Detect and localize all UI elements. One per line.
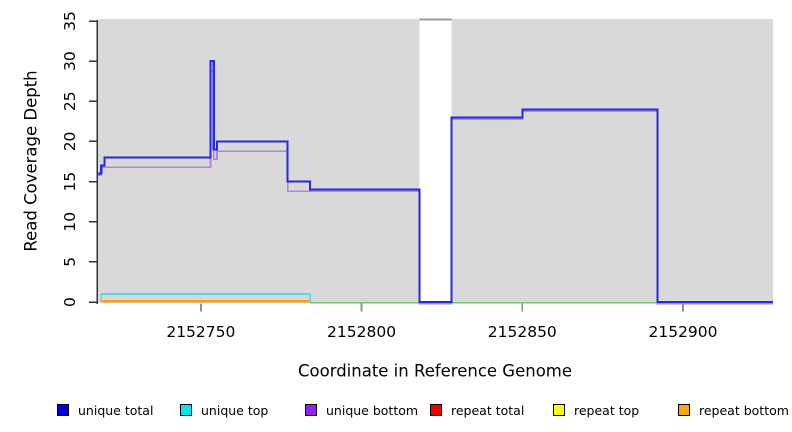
legend-swatch-icon	[678, 404, 690, 416]
legend-item-repeat-top: repeat top	[553, 398, 639, 422]
legend-label: repeat top	[574, 402, 640, 418]
y-tick-label: 10	[61, 212, 79, 232]
y-tick-label: 0	[61, 297, 79, 307]
y-tick-label: 25	[61, 91, 79, 111]
legend-label: repeat bottom	[699, 402, 789, 418]
legend-swatch-icon	[57, 404, 69, 416]
coverage-line-unique-top	[100, 293, 311, 302]
x-axis-title: Coordinate in Reference Genome	[298, 362, 572, 381]
legend-swatch-icon	[430, 404, 442, 416]
legend-label: unique total	[78, 402, 154, 418]
plot-legend: unique total unique top unique bottom repea…	[0, 398, 792, 422]
x-tick-label: 2152900	[648, 323, 717, 341]
y-tick-label: 15	[61, 172, 79, 192]
legend-item-repeat-total: repeat total	[430, 398, 524, 422]
legend-swatch-icon	[553, 404, 565, 416]
legend-item-unique-bottom: unique bottom	[305, 398, 418, 422]
x-tick-label: 2152800	[327, 323, 396, 341]
y-tick-label: 30	[61, 51, 79, 71]
coverage-line-unique-total	[98, 60, 773, 304]
x-tick-label: 2152850	[488, 323, 557, 341]
legend-item-unique-top: unique top	[180, 398, 268, 422]
legend-swatch-icon	[305, 404, 317, 416]
legend-label: unique top	[201, 402, 269, 418]
y-tick-label: 20	[61, 132, 79, 152]
legend-label: repeat total	[451, 402, 525, 418]
legend-item-unique-total: unique total	[57, 398, 153, 422]
x-tick-label: 2152750	[166, 323, 235, 341]
y-tick-label: 5	[61, 257, 79, 267]
legend-item-repeat-bottom: repeat bottom	[678, 398, 789, 422]
alignment-gap-band	[419, 19, 452, 303]
y-axis-title: Read Coverage Depth	[22, 70, 41, 251]
legend-swatch-icon	[180, 404, 192, 416]
y-tick-label: 35	[61, 11, 79, 31]
legend-label: unique bottom	[326, 402, 419, 418]
